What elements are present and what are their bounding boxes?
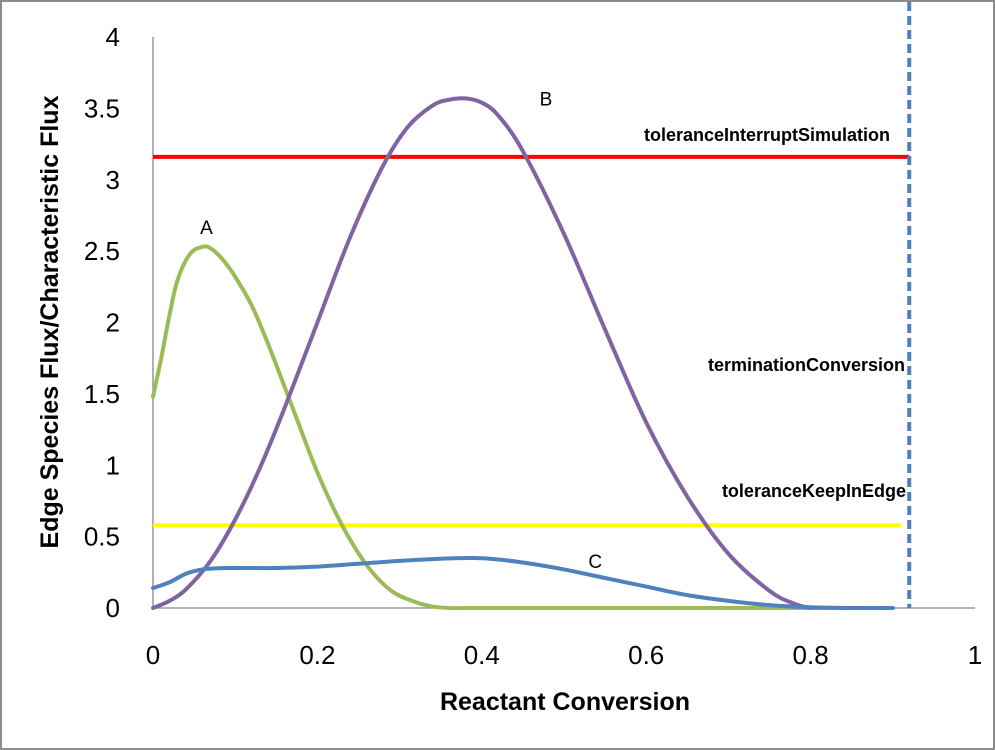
x-tick-label: 0.4 — [464, 640, 500, 670]
series-line-C — [151, 556, 895, 611]
y-tick-label: 1 — [106, 450, 120, 480]
reference-label-toleranceKeepInEdge: toleranceKeepInEdge — [722, 481, 906, 501]
series-line-B — [151, 96, 813, 610]
x-tick-label: 0 — [146, 640, 160, 670]
y-tick-label: 1.5 — [84, 379, 120, 409]
y-tick-label: 2 — [106, 308, 120, 338]
y-tick-label: 4 — [106, 22, 120, 52]
x-tick-label: 0.8 — [793, 640, 829, 670]
y-tick-label: 0 — [106, 593, 120, 623]
series-label-A: A — [200, 218, 213, 239]
series-line-A — [151, 244, 895, 611]
y-axis-title: Edge Species Flux/Characteristic Flux — [36, 95, 64, 548]
reference-label-terminationConversion: terminationConversion — [708, 355, 905, 375]
reference-label-toleranceInterruptSimulation: toleranceInterruptSimulation — [644, 125, 890, 145]
y-tick-label: 3 — [106, 165, 120, 195]
series-label-C: C — [588, 552, 602, 573]
y-tick-label: 2.5 — [84, 236, 120, 266]
x-tick-label: 1 — [968, 640, 982, 670]
x-tick-label: 0.6 — [628, 640, 664, 670]
series-label-B: B — [540, 90, 553, 111]
y-tick-label: 0.5 — [84, 522, 120, 552]
x-axis-title: Reactant Conversion — [440, 688, 690, 716]
x-tick-label: 0.2 — [299, 640, 335, 670]
y-tick-label: 3.5 — [84, 93, 120, 123]
